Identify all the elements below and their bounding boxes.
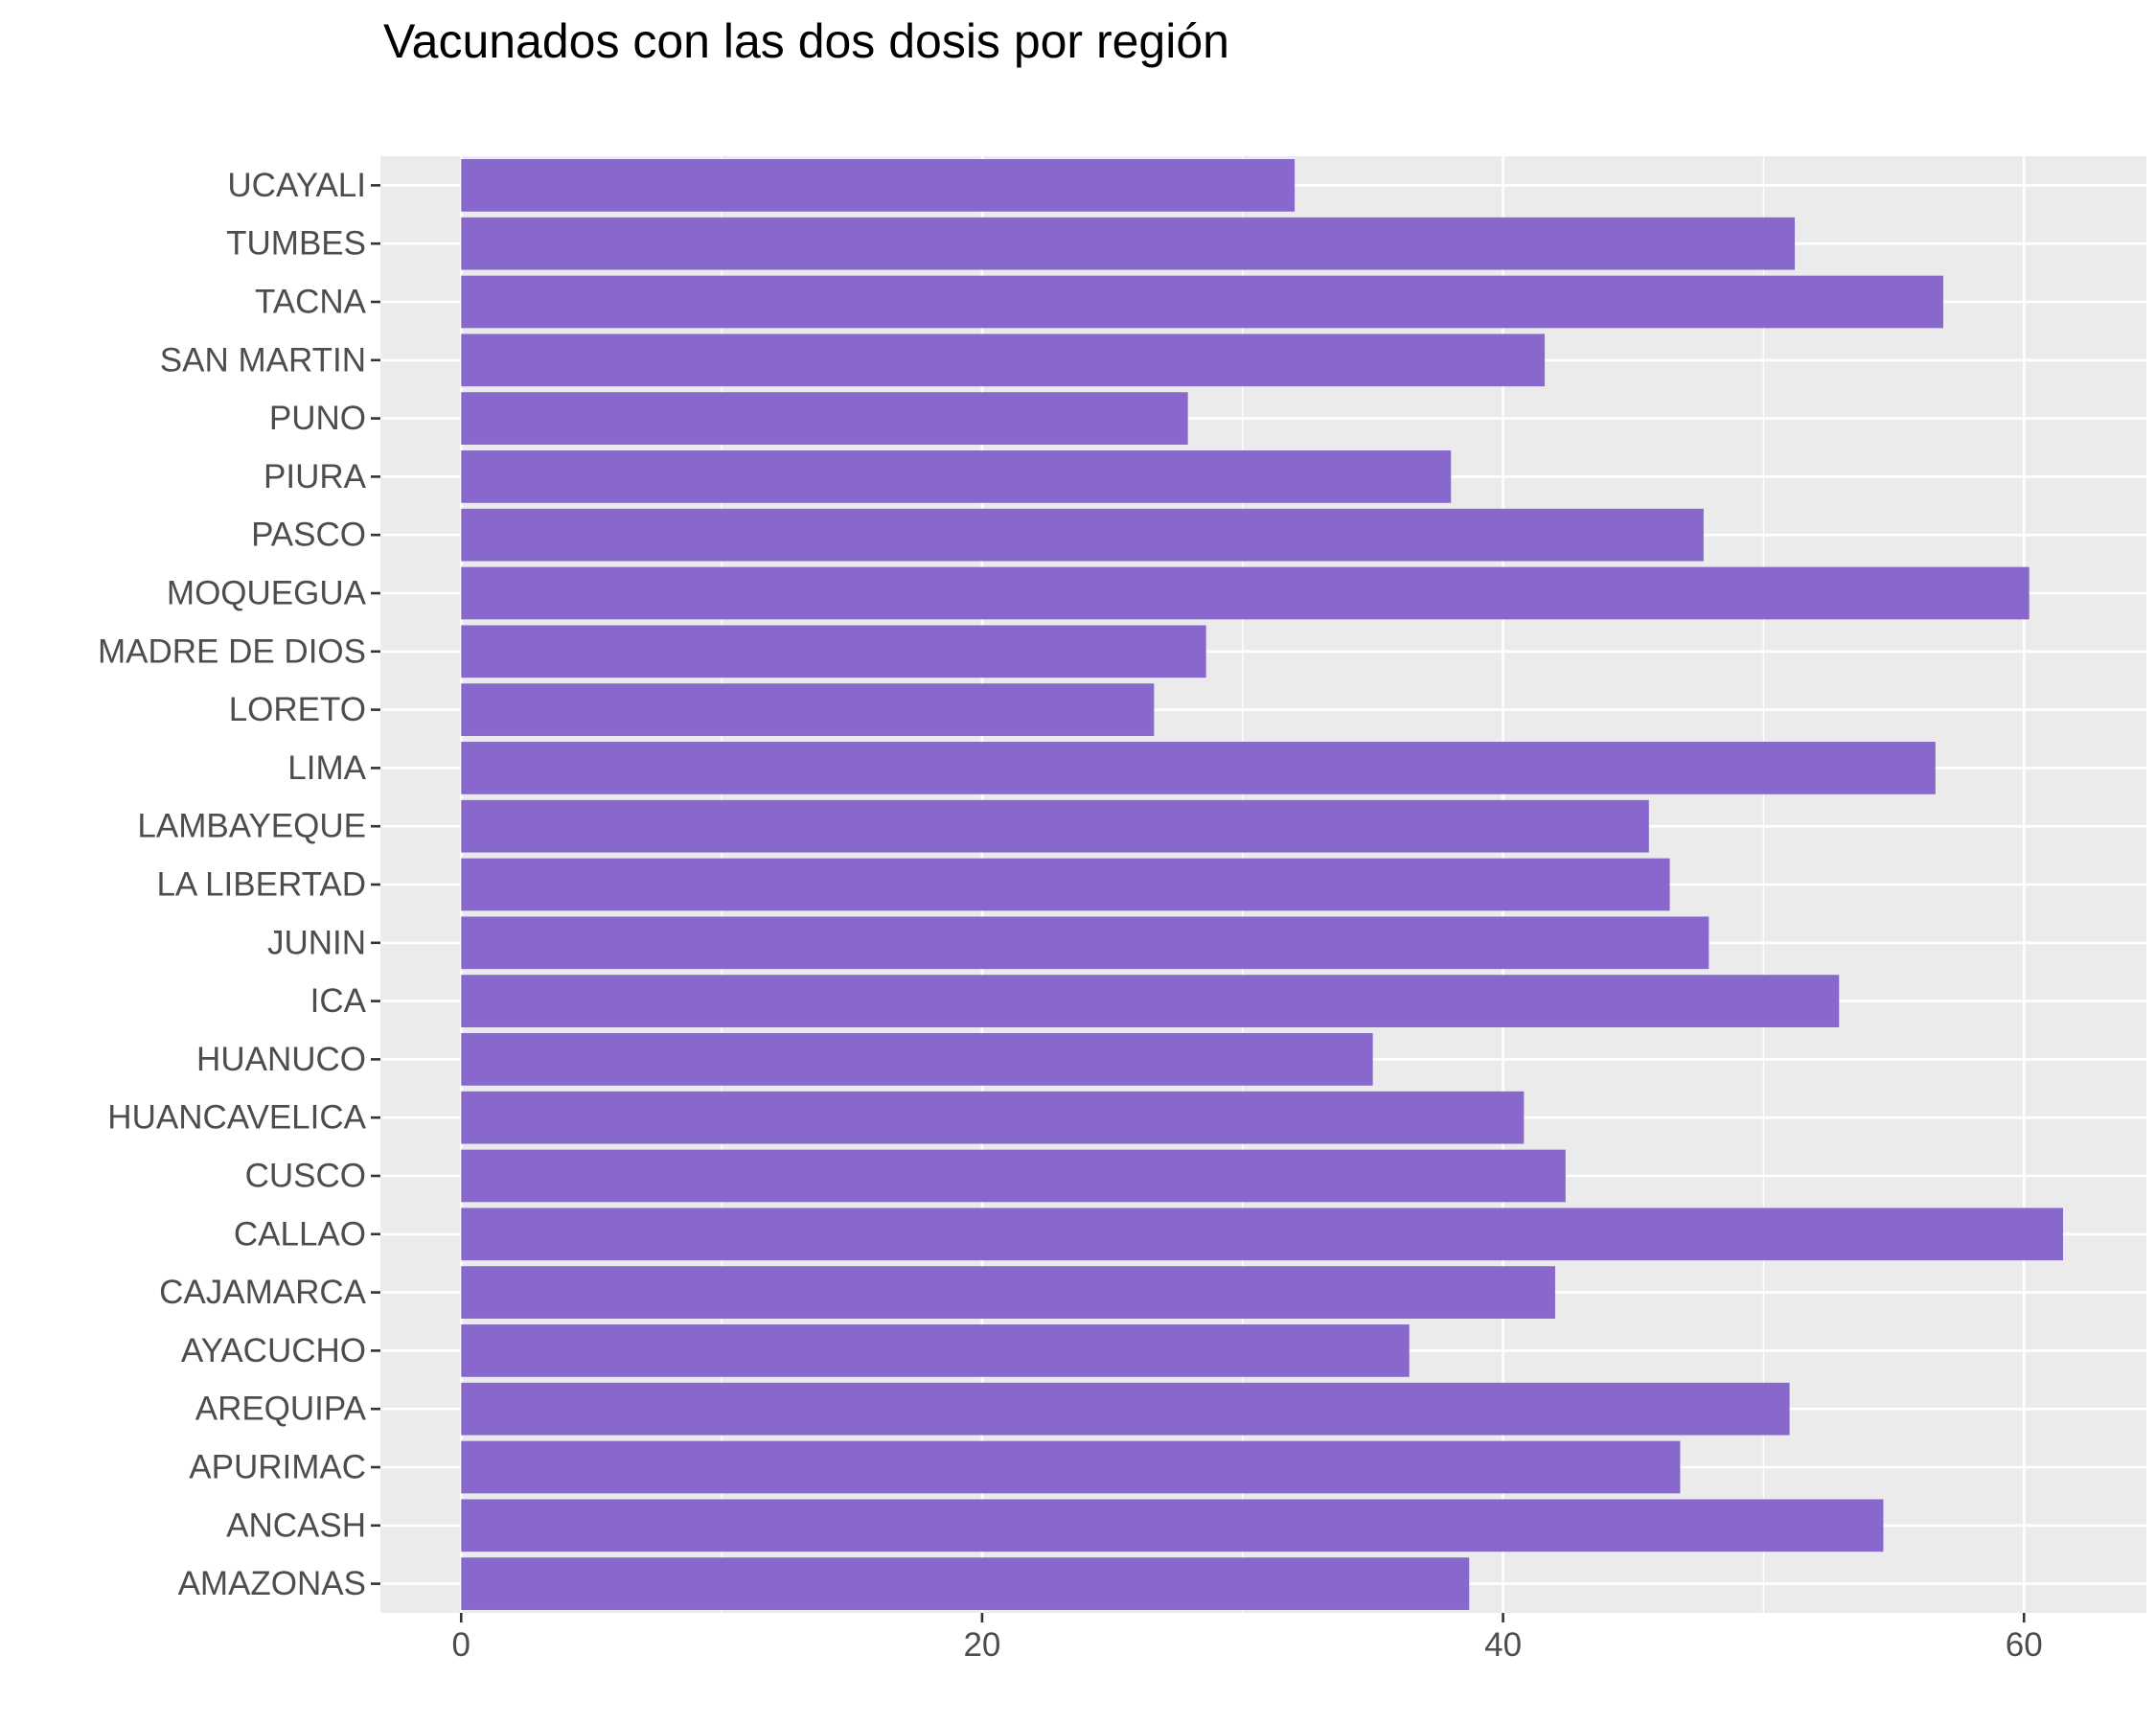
bar-cajamarca <box>461 1266 1555 1319</box>
y-tick-label: JUNIN <box>267 924 366 961</box>
bar-pasco <box>461 508 1704 562</box>
y-tick-label: TUMBES <box>226 225 366 263</box>
y-tick-label: ICA <box>310 982 367 1020</box>
x-tick-label: 40 <box>1484 1626 1522 1664</box>
x-tick-label: 60 <box>2006 1626 2043 1664</box>
bar-madre-de-dios <box>461 625 1206 678</box>
y-tick-label: LORETO <box>229 691 366 728</box>
bar-amazonas <box>461 1557 1470 1610</box>
chart-title: Vacunados con las dos dosis por región <box>383 14 1229 68</box>
y-tick-label: CALLAO <box>234 1215 366 1253</box>
bar-lima <box>461 742 1936 794</box>
y-axis: AMAZONAS ANCASH APURIMAC AREQUIPA AYACUCHO CA… <box>98 167 380 1602</box>
bar-moquegua <box>461 566 2030 620</box>
y-tick-label: LAMBAYEQUE <box>137 808 366 845</box>
y-tick-label: PASCO <box>251 517 366 554</box>
bar-lambayeque <box>461 799 1649 853</box>
bar-huanuco <box>461 1033 1373 1086</box>
bar-junin <box>461 916 1709 970</box>
bar-puno <box>461 392 1188 445</box>
bar-piura <box>461 450 1452 503</box>
y-tick-label: LIMA <box>287 749 366 787</box>
y-tick-label: ANCASH <box>226 1506 366 1544</box>
y-tick-label: HUANUCO <box>196 1041 366 1078</box>
bar-huancavelica <box>461 1091 1525 1144</box>
y-tick-label: LA LIBERTAD <box>156 866 366 904</box>
y-tick-label: APURIMAC <box>189 1449 366 1486</box>
bar-ica <box>461 975 1840 1027</box>
y-tick-label: HUANCAVELICA <box>107 1099 366 1137</box>
bar-la-libertad <box>461 858 1670 911</box>
y-tick-label: AMAZONAS <box>178 1565 366 1602</box>
x-axis: 0 20 40 60 <box>452 1613 2043 1664</box>
bar-ancash <box>461 1499 1884 1552</box>
bar-tumbes <box>461 217 1796 270</box>
bar-san-martin <box>461 334 1546 387</box>
bar-loreto <box>461 683 1155 736</box>
bars <box>461 159 2064 1610</box>
y-tick-label: MOQUEGUA <box>167 575 367 612</box>
bar-arequipa <box>461 1382 1790 1436</box>
y-tick-label: PUNO <box>269 400 366 437</box>
y-tick-label: PIURA <box>264 458 367 495</box>
x-tick-label: 20 <box>963 1626 1000 1664</box>
bar-apurimac <box>461 1440 1681 1494</box>
bar-tacna <box>461 275 1943 329</box>
x-tick-label: 0 <box>452 1626 470 1664</box>
bar-ayacucho <box>461 1324 1410 1377</box>
bar-callao <box>461 1208 2064 1261</box>
y-tick-label: TACNA <box>255 284 367 321</box>
y-tick-label: CAJAMARCA <box>159 1274 367 1311</box>
y-tick-label: AYACUCHO <box>181 1332 366 1369</box>
y-tick-label: UCAYALI <box>227 167 366 204</box>
bar-ucayali <box>461 159 1296 212</box>
y-tick-label: CUSCO <box>245 1158 366 1195</box>
y-tick-label: SAN MARTIN <box>160 341 366 379</box>
bar-cusco <box>461 1149 1566 1203</box>
y-tick-label: MADRE DE DIOS <box>98 632 366 670</box>
y-tick-label: AREQUIPA <box>195 1391 367 1428</box>
